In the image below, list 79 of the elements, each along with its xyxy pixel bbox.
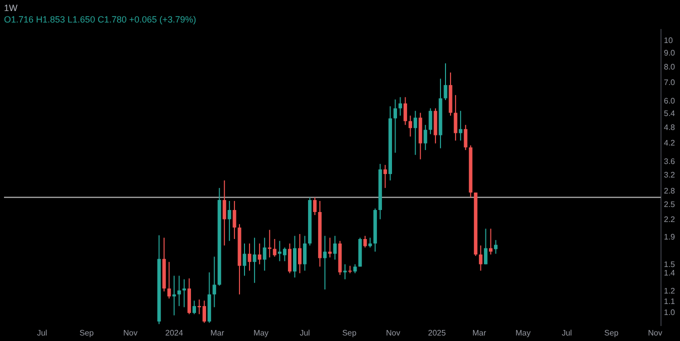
x-tick-label: 2025	[428, 328, 446, 338]
candlestick	[242, 242, 246, 276]
candlestick	[464, 124, 468, 151]
candlestick	[488, 228, 492, 255]
candlestick	[268, 229, 272, 258]
candlestick	[288, 242, 292, 274]
y-tick-label: 5.4	[664, 108, 676, 118]
candlestick	[313, 196, 317, 216]
y-tick-label: 6.0	[664, 96, 676, 106]
y-tick-label: 8.0	[664, 62, 676, 72]
candlestick	[393, 98, 398, 154]
candlestick	[212, 256, 216, 308]
candlestick	[454, 94, 458, 142]
y-tick-label: 4.2	[664, 138, 676, 148]
y-tick-label: 4.8	[664, 122, 676, 132]
candlestick	[177, 275, 181, 307]
candlestick	[192, 300, 196, 315]
x-tick-label: Sep	[604, 328, 620, 338]
y-tick-label: 1.0	[664, 308, 676, 318]
y-tick-label: 1.4	[664, 268, 676, 278]
candlestick	[333, 235, 337, 260]
candlestick	[248, 242, 252, 272]
y-tick-label: 3.2	[664, 170, 676, 180]
x-tick-label: Sep	[342, 328, 357, 338]
x-tick-label: May	[515, 328, 531, 338]
candlestick	[252, 237, 256, 284]
y-tick-label: 9.0	[664, 48, 676, 58]
candlestick	[444, 62, 448, 101]
candlestick	[408, 115, 412, 138]
candlestick	[228, 200, 232, 242]
candlestick	[478, 244, 482, 272]
y-tick-label: 2.5	[664, 200, 676, 209]
candlestick	[484, 228, 488, 265]
x-tick-label: Nov	[648, 328, 662, 338]
candlestick	[272, 238, 276, 258]
candlestick	[343, 264, 347, 280]
x-tick-label: Jul	[300, 328, 310, 338]
candlestick	[172, 275, 176, 316]
candlestick	[328, 237, 332, 258]
y-tick-label: 2.8	[664, 186, 676, 196]
y-tick-label: 1.5	[664, 260, 676, 270]
candlestick	[494, 240, 498, 254]
candlestick	[363, 235, 367, 248]
x-tick-label: Nov	[123, 328, 138, 338]
candlestick	[368, 237, 372, 248]
candlestick	[323, 235, 327, 290]
candlestick	[398, 96, 402, 116]
x-tick-label: Sep	[79, 328, 94, 338]
candlestick	[414, 110, 418, 156]
y-tick-label: 2.2	[664, 214, 676, 224]
candlestick	[458, 110, 462, 142]
x-tick-label: May	[253, 328, 269, 338]
candlestick	[404, 96, 408, 126]
candlestick	[303, 235, 307, 272]
candlestick	[182, 278, 186, 308]
x-tick-label: Nov	[386, 328, 400, 338]
candlestick	[222, 180, 226, 246]
candlestick	[258, 242, 262, 265]
candlestick	[232, 200, 236, 240]
y-tick-label: 1.9	[664, 232, 676, 242]
y-tick-label: 7.0	[664, 78, 676, 88]
y-tick-label: 3.6	[664, 156, 676, 166]
candlestick	[383, 164, 387, 188]
x-tick-label: Jul	[562, 328, 572, 338]
x-tick-label: Mar	[210, 328, 224, 338]
candlestick	[167, 261, 171, 300]
chart-subtitle: O1.716 H1.853 L1.650 C1.780 +0.065 (+3.79%)	[4, 14, 196, 25]
x-tick-label: Mar	[472, 328, 486, 338]
candlestick	[298, 234, 302, 274]
candlestick	[262, 237, 266, 272]
y-tick-label: 10	[664, 36, 674, 46]
y-tick-label: 1.2	[664, 286, 676, 296]
x-tick-label: 2024	[165, 328, 184, 338]
chart-title: 1W	[4, 2, 18, 13]
x-tick-label: Jul	[36, 328, 48, 338]
candlestick	[424, 124, 428, 151]
candlestick	[292, 235, 297, 278]
candlestick	[428, 108, 432, 135]
y-tick-label: 1.1	[664, 296, 676, 306]
